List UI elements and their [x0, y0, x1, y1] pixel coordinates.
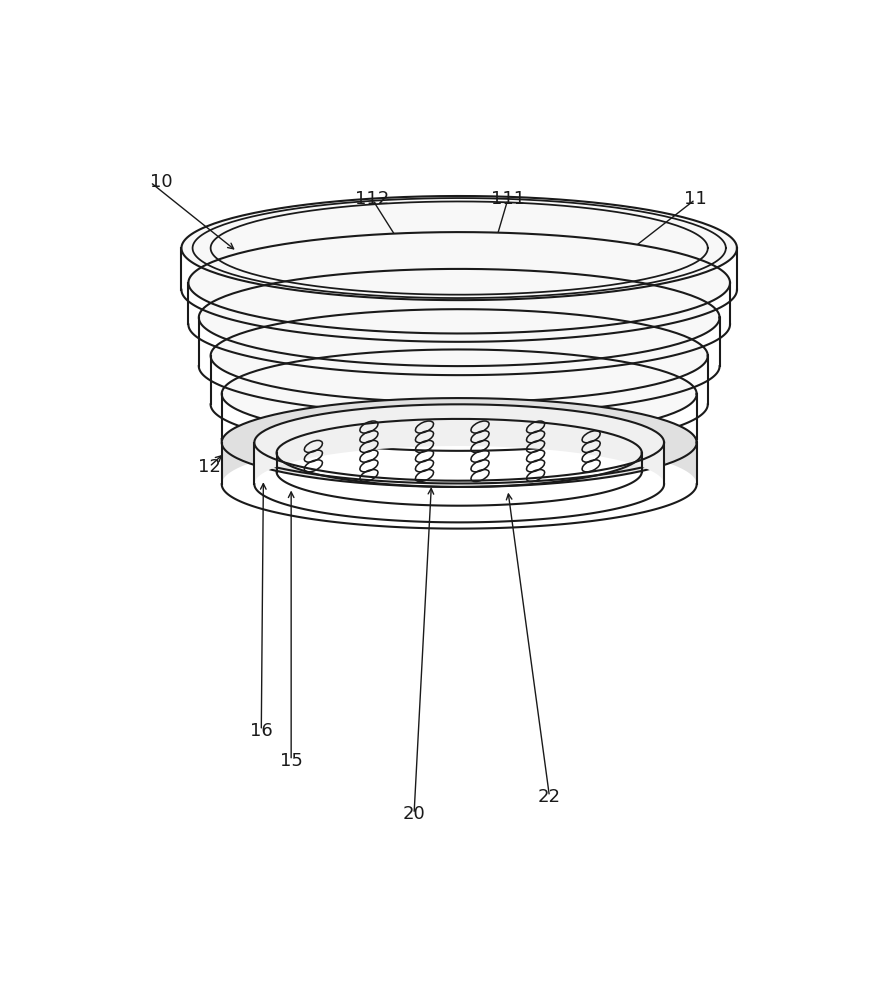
Polygon shape [182, 196, 737, 300]
Polygon shape [199, 269, 719, 366]
Polygon shape [211, 309, 708, 402]
Polygon shape [211, 309, 708, 404]
Polygon shape [221, 398, 697, 484]
Polygon shape [199, 269, 719, 366]
Text: 20: 20 [402, 805, 426, 823]
Polygon shape [221, 349, 697, 438]
Polygon shape [277, 419, 642, 487]
Text: 22: 22 [538, 788, 561, 806]
Polygon shape [254, 404, 664, 484]
Polygon shape [188, 232, 730, 324]
Text: 111: 111 [491, 190, 525, 208]
Text: 16: 16 [250, 722, 272, 740]
Text: 15: 15 [280, 752, 303, 770]
Text: 10: 10 [151, 173, 173, 191]
Polygon shape [221, 349, 697, 439]
Text: 112: 112 [356, 190, 390, 208]
Text: 11: 11 [684, 190, 707, 208]
Polygon shape [188, 232, 730, 333]
Polygon shape [221, 398, 697, 487]
Polygon shape [254, 404, 664, 481]
Polygon shape [181, 196, 737, 290]
Text: 12: 12 [198, 458, 220, 476]
